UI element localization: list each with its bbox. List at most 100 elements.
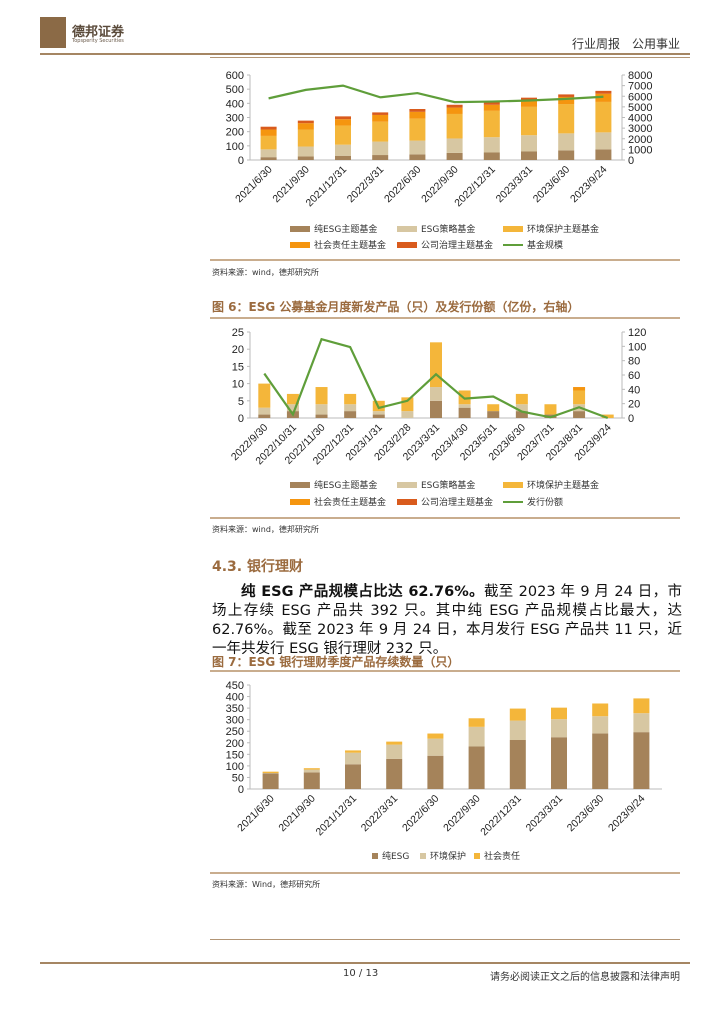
- y-tick-label: 400: [226, 692, 244, 704]
- y-tick-label: 100: [226, 141, 244, 153]
- bar-segment: [551, 707, 567, 720]
- bar-segment: [592, 703, 609, 717]
- bar-segment: [483, 104, 500, 111]
- bar-segment: [386, 741, 403, 745]
- bar-segment: [483, 110, 500, 138]
- bar-segment: [386, 744, 403, 759]
- y-tick-label: 250: [226, 726, 244, 738]
- legend-swatch: [290, 225, 310, 232]
- bar-segment: [521, 106, 537, 136]
- bar-segment: [286, 404, 299, 412]
- legend-label: 发行份额: [527, 498, 564, 508]
- legend-label: ESG策略基金: [421, 481, 476, 491]
- figure7-source: 资料来源：Wind，德邦研究所: [212, 880, 321, 889]
- legend-swatch: [290, 498, 310, 505]
- bar-segment: [551, 737, 567, 789]
- bar-segment: [544, 404, 557, 415]
- bar-segment: [258, 414, 271, 418]
- bar-segment: [515, 411, 528, 418]
- bar-segment: [409, 111, 426, 119]
- x-tick-label: 2023/6/30: [531, 164, 573, 206]
- bar-segment: [345, 750, 361, 753]
- bar-segment: [573, 387, 586, 391]
- bar-segment: [483, 152, 500, 160]
- legend-env: 环境保护主题基金: [503, 478, 599, 491]
- legend-label: 社会责任主题基金: [314, 241, 387, 251]
- bar-segment: [335, 119, 351, 126]
- legend-gov: 公司治理主题基金: [397, 238, 493, 251]
- y2-tick-label: 2000: [628, 134, 652, 146]
- legend-swatch: [290, 241, 310, 248]
- bar-segment: [344, 393, 357, 405]
- fund-scale-chart: 0100200300400500600010002000300040005000…: [226, 70, 653, 210]
- legend-swatch: [503, 243, 523, 246]
- legend-pure-esg: 纯ESG主题基金: [290, 478, 377, 491]
- legend-line: 发行份额: [503, 495, 563, 508]
- y2-tick-label: 0: [628, 155, 634, 167]
- bar-segment: [446, 138, 463, 153]
- legend-label: 环境保护: [430, 852, 467, 862]
- bar-segment: [409, 154, 426, 160]
- bar-segment: [558, 133, 575, 151]
- bar-segment: [315, 404, 328, 415]
- y-tick-label: 300: [226, 715, 244, 727]
- bar-segment: [446, 104, 463, 108]
- y-tick-label: 5: [238, 396, 244, 408]
- header-divider: [40, 53, 690, 55]
- legend-swatch: [474, 852, 480, 859]
- bar-segment: [446, 113, 463, 139]
- y-tick-label: 150: [226, 749, 244, 761]
- bar-segment: [345, 752, 361, 765]
- bar-segment: [372, 155, 389, 160]
- page-number: 10 / 13: [343, 968, 379, 979]
- y-tick-label: 25: [232, 327, 244, 339]
- bar-segment: [427, 733, 444, 739]
- brand-name-en: Topsperity Securities: [72, 38, 124, 44]
- y2-tick-label: 6000: [628, 91, 652, 103]
- legend-swatch: [503, 500, 523, 503]
- bar-segment: [297, 123, 314, 130]
- figure6-source: 资料来源：wind，德邦研究所: [212, 525, 319, 534]
- y-tick-label: 0: [238, 784, 244, 796]
- para-body: 截至 2023 年 9 月 24 日，市场上存续 ESG 产品共 392 只。其…: [212, 584, 682, 657]
- y2-tick-label: 5000: [628, 102, 652, 114]
- y-tick-label: 0: [238, 413, 244, 425]
- bar-segment: [258, 383, 271, 408]
- legend-label: 环境保护主题基金: [527, 225, 600, 235]
- legend-label: 环境保护主题基金: [527, 481, 600, 491]
- y2-tick-label: 100: [628, 341, 646, 353]
- bar-segment: [297, 146, 314, 157]
- bar-segment: [372, 414, 385, 418]
- y-tick-label: 400: [226, 98, 244, 110]
- legend-pure-esg: 纯ESG主题基金: [290, 222, 377, 235]
- footer-disclaimer: 请务必阅读正文之后的信息披露和法律声明: [490, 972, 680, 983]
- y2-tick-label: 20: [628, 399, 640, 411]
- legend-label: 社会责任主题基金: [314, 498, 387, 508]
- x-tick-label: 2022/12/31: [452, 164, 498, 210]
- bar-segment: [401, 411, 414, 418]
- bar-segment: [483, 137, 500, 153]
- bar-segment: [468, 718, 485, 727]
- bar-segment: [509, 740, 526, 789]
- legend-social: 社会责任主题基金: [290, 495, 386, 508]
- bar-segment: [633, 698, 650, 714]
- x-tick-label: 2022/6/30: [400, 793, 442, 835]
- bar-segment: [509, 708, 526, 721]
- bar-segment: [446, 152, 463, 160]
- bar-segment: [372, 112, 389, 115]
- legend-swatch: [397, 225, 417, 232]
- y-tick-label: 300: [226, 113, 244, 125]
- bar-segment: [573, 390, 586, 405]
- y-tick-label: 600: [226, 70, 244, 82]
- legend-gov: 公司治理主题基金: [397, 495, 493, 508]
- para-lead: 纯 ESG 产品规模占比达 62.76%。: [241, 584, 484, 600]
- bar-segment: [372, 411, 385, 415]
- bar-segment: [509, 720, 526, 741]
- y-tick-label: 50: [232, 772, 244, 784]
- figure6-title: 图 6：ESG 公募基金月度新发产品（只）及发行份额（亿份，右轴）: [212, 300, 580, 314]
- section-title: 4.3. 银行理财: [212, 559, 303, 575]
- bar-segment: [483, 101, 500, 105]
- legend-label: 纯ESG主题基金: [314, 481, 378, 491]
- bar-segment: [303, 768, 320, 770]
- legend-env: 环境保护: [420, 849, 466, 862]
